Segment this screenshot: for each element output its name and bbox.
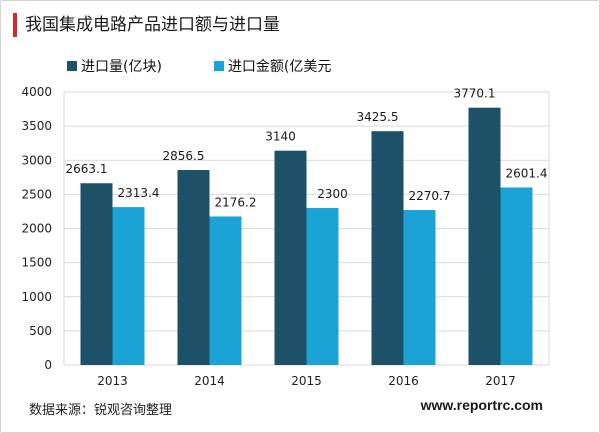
data-label-import-value: 2601.4 <box>506 166 548 180</box>
data-label-import-value: 2300 <box>317 187 348 201</box>
y-tick-label: 2500 <box>21 187 52 201</box>
y-tick-label: 2000 <box>21 222 52 236</box>
data-label-import-volume: 3140 <box>265 130 296 144</box>
data-label-import-volume: 3425.5 <box>357 110 399 124</box>
data-label-import-value: 2313.4 <box>118 186 160 200</box>
legend-item-import-volume: 进口量(亿块) <box>67 56 162 76</box>
y-tick-label: 500 <box>29 324 52 338</box>
website-url: www.reportrc.com <box>420 397 543 413</box>
y-tick-label: 0 <box>44 358 52 372</box>
data-label-import-value: 2270.7 <box>409 189 451 203</box>
bar-import-value <box>306 208 339 365</box>
legend-swatch-import-value <box>213 61 224 71</box>
y-tick-label: 4000 <box>21 85 52 99</box>
page-title: 我国集成电路产品进口额与进口量 <box>25 15 280 35</box>
data-label-import-volume: 2663.1 <box>66 162 108 176</box>
title-accent-bar <box>13 13 17 37</box>
y-tick-label: 3500 <box>21 119 52 133</box>
bar-import-volume <box>371 131 404 365</box>
legend: 进口量(亿块) 进口金额(亿美元 <box>67 56 383 76</box>
data-label-import-volume: 3770.1 <box>454 87 496 101</box>
legend-label-import-value: 进口金额(亿美元 <box>227 59 332 75</box>
bar-import-volume <box>468 107 501 365</box>
x-tick-label: 2013 <box>97 374 128 388</box>
bar-import-volume <box>177 170 210 365</box>
bar-import-value <box>500 187 533 365</box>
bar-import-value <box>209 216 242 365</box>
data-label-import-value: 2176.2 <box>215 195 257 209</box>
bar-import-volume <box>274 150 307 365</box>
bar-import-value <box>403 210 436 365</box>
data-source-note: 数据来源：锐观咨询整理 <box>29 403 173 418</box>
bar-import-volume <box>80 183 113 365</box>
y-tick-label: 3000 <box>21 153 52 167</box>
legend-item-import-value: 进口金额(亿美元 <box>213 56 332 76</box>
x-tick-label: 2016 <box>388 374 419 388</box>
data-label-import-volume: 2856.5 <box>163 149 205 163</box>
legend-label-import-volume: 进口量(亿块) <box>81 59 162 75</box>
y-tick-label: 1500 <box>21 256 52 270</box>
x-tick-label: 2015 <box>291 374 322 388</box>
y-tick-label: 1000 <box>21 290 52 304</box>
bar-import-value <box>112 207 145 365</box>
legend-swatch-import-volume <box>67 61 77 71</box>
x-tick-label: 2017 <box>485 374 516 388</box>
x-tick-label: 2014 <box>194 374 225 388</box>
